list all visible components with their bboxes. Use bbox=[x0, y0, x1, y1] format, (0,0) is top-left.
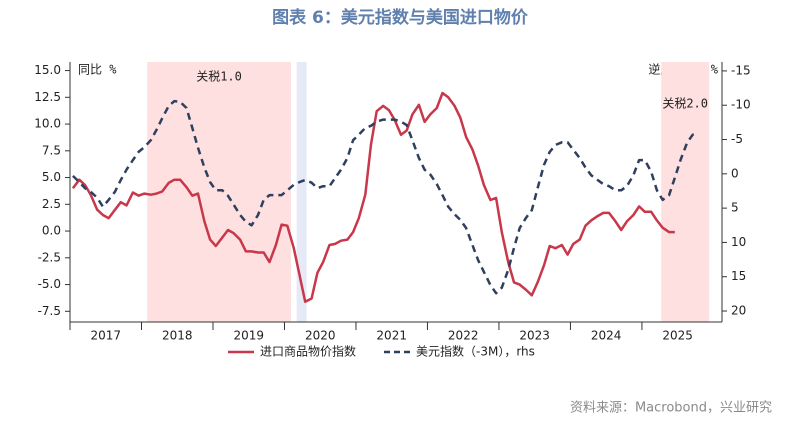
x-tick-label: 2017 bbox=[90, 329, 121, 343]
y2-tick-label: 20 bbox=[731, 304, 746, 318]
left-axis-label: 同比 % bbox=[78, 63, 117, 77]
y2-tick-label: -15 bbox=[731, 63, 751, 77]
legend-label: 美元指数（-3M），rhs bbox=[416, 344, 535, 359]
y2-tick-label: 15 bbox=[731, 269, 746, 283]
y2-tick-label: -10 bbox=[731, 98, 751, 112]
x-tick-label: 2025 bbox=[662, 329, 693, 343]
y-tick-label: -7.5 bbox=[38, 304, 61, 318]
y-tick-label: 10.0 bbox=[34, 117, 61, 131]
y-tick-label: -5.0 bbox=[38, 277, 61, 291]
series-line bbox=[71, 91, 675, 303]
x-tick-label: 2018 bbox=[162, 329, 193, 343]
y2-tick-label: 0 bbox=[731, 166, 739, 180]
y2-tick-label: 5 bbox=[731, 201, 739, 215]
source: 资料来源：Macrobond，兴业研究 bbox=[570, 401, 772, 416]
x-tick-label: 2020 bbox=[305, 329, 336, 343]
legend-label: 进口商品物价指数 bbox=[260, 344, 356, 359]
x-tick-label: 2022 bbox=[448, 329, 479, 343]
shaded-region bbox=[296, 62, 307, 322]
y-tick-label: -2.5 bbox=[38, 250, 61, 264]
y-tick-label: 12.5 bbox=[34, 90, 61, 104]
y2-tick-label: 10 bbox=[731, 235, 746, 249]
chart-title: 图表 6：美元指数与美国进口物价 bbox=[272, 7, 529, 28]
y-tick-label: 2.5 bbox=[42, 197, 61, 211]
y2-tick-label: -5 bbox=[731, 132, 743, 146]
region-label: 关税2.0 bbox=[662, 97, 708, 111]
y-tick-label: 5.0 bbox=[42, 170, 61, 184]
plot-layer bbox=[147, 62, 710, 322]
shaded-region bbox=[147, 62, 291, 322]
y-tick-label: 15.0 bbox=[34, 63, 61, 77]
x-tick-label: 2024 bbox=[591, 329, 622, 343]
y-tick-label: 0.0 bbox=[42, 224, 61, 238]
y-tick-label: 7.5 bbox=[42, 143, 61, 157]
region-label: 关税1.0 bbox=[196, 70, 242, 84]
x-tick-label: 2019 bbox=[233, 329, 264, 343]
x-tick-label: 2021 bbox=[376, 329, 407, 343]
x-tick-label: 2023 bbox=[519, 329, 550, 343]
